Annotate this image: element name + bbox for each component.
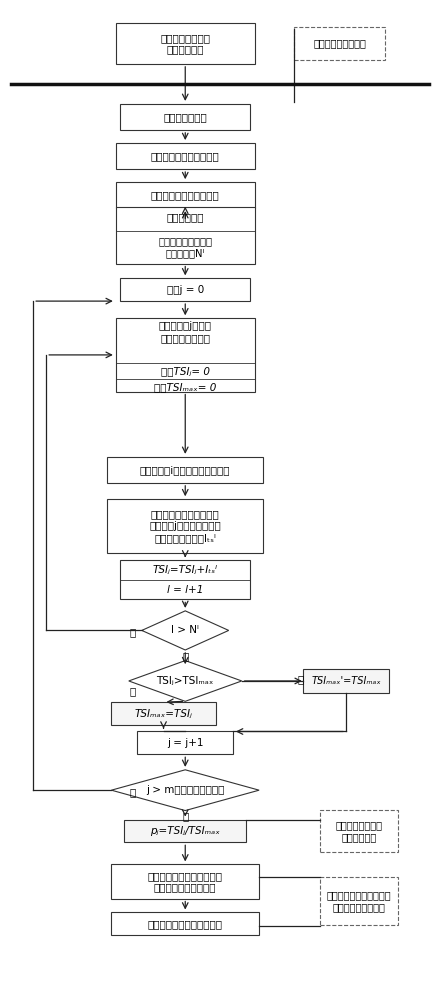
FancyBboxPatch shape xyxy=(303,669,389,693)
FancyBboxPatch shape xyxy=(116,318,255,392)
Text: 提高中长期电压稳定的动
态无功备用优化部分: 提高中长期电压稳定的动 态无功备用优化部分 xyxy=(327,890,391,912)
Text: l > Nᴵ: l > Nᴵ xyxy=(171,625,199,635)
Text: 建立提高中长期电压稳定的
动态无功备用优化模型: 建立提高中长期电压稳定的 动态无功备用优化模型 xyxy=(148,871,223,892)
FancyBboxPatch shape xyxy=(320,810,398,852)
Text: 采用遗传算法求解优化模型: 采用遗传算法求解优化模型 xyxy=(148,919,223,929)
Text: 全过程仿真计算: 全过程仿真计算 xyxy=(163,112,207,122)
Text: 确定关键故障: 确定关键故障 xyxy=(166,212,204,222)
FancyBboxPatch shape xyxy=(116,143,255,169)
Text: 确定关键故障集合，
关键故障数Nᴵ: 确定关键故障集合， 关键故障数Nᴵ xyxy=(158,237,212,258)
Text: 是: 是 xyxy=(182,652,188,662)
Text: l = l+1: l = l+1 xyxy=(167,585,203,595)
Text: 是: 是 xyxy=(130,687,136,697)
Text: j > m（所有无功源数）: j > m（所有无功源数） xyxy=(146,785,224,795)
Text: 全过程仿真计算结果文件: 全过程仿真计算结果文件 xyxy=(151,151,220,161)
Text: 对关键故障i进行全过程仿真计算: 对关键故障i进行全过程仿真计算 xyxy=(140,465,231,475)
FancyBboxPatch shape xyxy=(120,104,250,130)
Text: 设置TSIⱼ= 0: 设置TSIⱼ= 0 xyxy=(161,366,210,376)
Text: TSIⱼ>TSIₘₐₓ: TSIⱼ>TSIₘₐₓ xyxy=(157,676,214,686)
FancyBboxPatch shape xyxy=(116,182,255,208)
FancyBboxPatch shape xyxy=(111,864,259,899)
Text: j = j+1: j = j+1 xyxy=(167,738,203,748)
Polygon shape xyxy=(111,770,259,811)
Text: 潮流稳定数据文件
故障定义文件: 潮流稳定数据文件 故障定义文件 xyxy=(160,33,210,54)
Text: 设置TSIₘₐₓ= 0: 设置TSIₘₐₓ= 0 xyxy=(154,383,216,393)
FancyBboxPatch shape xyxy=(116,23,255,64)
Text: 对仿真计算结果进行分析: 对仿真计算结果进行分析 xyxy=(151,190,220,200)
FancyBboxPatch shape xyxy=(294,27,385,60)
Text: 调整无功源j无功出
力，进行潮流计算: 调整无功源j无功出 力，进行潮流计算 xyxy=(159,321,212,343)
Text: TSIₘₐₓ=TSIⱼ: TSIₘₐₓ=TSIⱼ xyxy=(135,709,192,719)
FancyBboxPatch shape xyxy=(125,820,246,842)
FancyBboxPatch shape xyxy=(116,207,255,264)
Text: TSIⱼ=TSIⱼ+Iₜₛᴵ: TSIⱼ=TSIⱼ+Iₜₛᴵ xyxy=(153,565,218,575)
Text: 计算单个故障下动态无功
补偿设备j的中长期时间尺
度下的轨迹灵敏度Iₜₛᴵ: 计算单个故障下动态无功 补偿设备j的中长期时间尺 度下的轨迹灵敏度Iₜₛᴵ xyxy=(149,509,221,543)
FancyBboxPatch shape xyxy=(107,499,264,553)
Text: pⱼ=TSIⱼ/TSIₘₐₓ: pⱼ=TSIⱼ/TSIₘₐₓ xyxy=(150,826,220,836)
FancyBboxPatch shape xyxy=(120,278,250,301)
Text: 否: 否 xyxy=(130,787,136,797)
Text: 设置j = 0: 设置j = 0 xyxy=(167,285,204,295)
FancyBboxPatch shape xyxy=(120,560,250,599)
Polygon shape xyxy=(142,611,229,650)
Text: 求取无功源节点的
参与因子部分: 求取无功源节点的 参与因子部分 xyxy=(336,820,382,842)
Text: 基础数据的准备部分: 基础数据的准备部分 xyxy=(313,39,366,49)
Text: 否: 否 xyxy=(130,627,136,637)
FancyBboxPatch shape xyxy=(137,731,233,754)
Text: 是: 是 xyxy=(182,811,188,821)
Text: TSIₘₐₓ'=TSIₘₐₓ: TSIₘₐₓ'=TSIₘₐₓ xyxy=(311,676,381,686)
FancyBboxPatch shape xyxy=(111,912,259,935)
FancyBboxPatch shape xyxy=(107,457,264,483)
Text: 否: 否 xyxy=(297,674,304,684)
Polygon shape xyxy=(129,661,242,701)
FancyBboxPatch shape xyxy=(320,877,398,925)
FancyBboxPatch shape xyxy=(111,702,216,725)
